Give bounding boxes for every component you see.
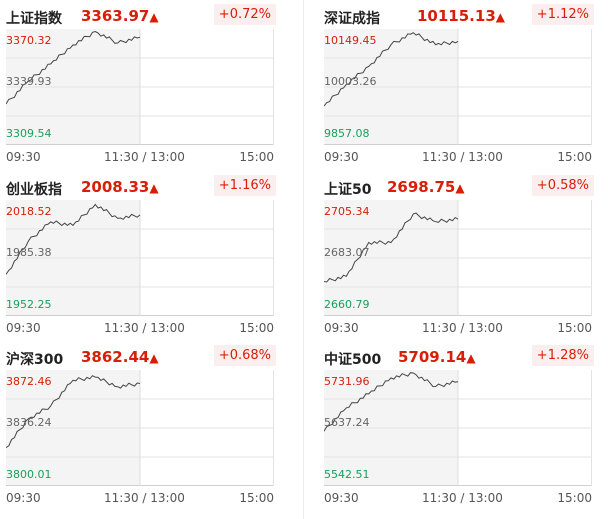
intraday-chart — [6, 370, 274, 486]
y-label-low: 2660.79 — [324, 298, 370, 311]
x-axis-tick: 11:30 / 13:00 — [104, 321, 185, 335]
x-axis-tick: 09:30 — [6, 491, 41, 505]
change-percent-badge: +0.58% — [531, 175, 594, 196]
y-label-mid: 3836.24 — [6, 416, 52, 429]
intraday-chart — [324, 200, 592, 316]
index-panel[interactable]: 创业板指 2008.33▲ +1.16% 2018.52 1985.38 1952.25 0… — [0, 171, 286, 343]
y-label-low: 3309.54 — [6, 127, 52, 140]
intraday-chart — [324, 29, 592, 145]
index-price: 3862.44▲ — [81, 348, 159, 366]
index-price: 2008.33▲ — [81, 178, 159, 196]
panel-header: 创业板指 2008.33▲ +1.16% — [0, 171, 286, 201]
x-axis-tick: 11:30 / 13:00 — [422, 150, 503, 164]
y-label-mid: 5637.24 — [324, 416, 370, 429]
intraday-chart — [6, 29, 274, 145]
chart-svg — [6, 29, 274, 145]
y-label-high: 3370.32 — [6, 34, 52, 47]
panel-header: 深证成指 10115.13▲ +1.12% — [318, 0, 604, 30]
column-divider — [303, 0, 304, 519]
y-label-mid: 2683.07 — [324, 246, 370, 259]
x-axis-tick: 15:00 — [557, 491, 592, 505]
index-name: 中证500 — [324, 352, 382, 368]
up-arrow-icon: ▲ — [455, 181, 465, 195]
x-axis-tick: 15:00 — [239, 150, 274, 164]
y-label-high: 3872.46 — [6, 375, 52, 388]
x-axis-tick: 15:00 — [239, 321, 274, 335]
x-axis-tick: 09:30 — [324, 150, 359, 164]
panel-header: 上证指数 3363.97▲ +0.72% — [0, 0, 286, 30]
up-arrow-icon: ▲ — [466, 351, 476, 365]
change-percent-badge: +1.12% — [531, 4, 594, 25]
change-percent-badge: +0.68% — [213, 345, 276, 366]
change-percent-badge: +0.72% — [213, 4, 276, 25]
panel-header: 沪深300 3862.44▲ +0.68% — [0, 341, 286, 371]
x-axis-tick: 15:00 — [239, 491, 274, 505]
index-panel[interactable]: 深证成指 10115.13▲ +1.12% 10149.45 10003.26 9857.… — [318, 0, 604, 172]
chart-svg — [6, 200, 274, 316]
x-axis-tick: 09:30 — [324, 321, 359, 335]
index-price: 3363.97▲ — [81, 7, 159, 25]
y-label-low: 5542.51 — [324, 468, 370, 481]
y-label-low: 9857.08 — [324, 127, 370, 140]
y-label-high: 2018.52 — [6, 205, 52, 218]
index-name: 深证成指 — [324, 11, 380, 27]
price-value: 3363.97 — [81, 7, 150, 25]
y-label-low: 1952.25 — [6, 298, 52, 311]
chart-svg — [324, 29, 592, 145]
price-value: 3862.44 — [81, 348, 150, 366]
price-line — [324, 372, 459, 432]
x-axis-tick: 15:00 — [557, 150, 592, 164]
price-line — [6, 30, 141, 105]
up-arrow-icon: ▲ — [149, 181, 159, 195]
price-value: 10115.13 — [417, 7, 496, 25]
up-arrow-icon: ▲ — [495, 10, 505, 24]
y-label-mid: 1985.38 — [6, 246, 52, 259]
price-value: 2698.75 — [387, 178, 456, 196]
up-arrow-icon: ▲ — [149, 351, 159, 365]
index-name: 上证指数 — [6, 11, 62, 27]
chart-svg — [6, 370, 274, 486]
x-axis-tick: 09:30 — [324, 491, 359, 505]
intraday-chart — [6, 200, 274, 316]
index-price: 2698.75▲ — [387, 178, 465, 196]
index-panel[interactable]: 上证指数 3363.97▲ +0.72% 3370.32 3339.93 3309.54 0… — [0, 0, 286, 172]
x-axis-tick: 11:30 / 13:00 — [422, 491, 503, 505]
panel-header: 上证50 2698.75▲ +0.58% — [318, 171, 604, 201]
y-label-mid: 10003.26 — [324, 75, 377, 88]
y-label-high: 5731.96 — [324, 375, 370, 388]
price-line — [6, 375, 141, 449]
change-percent-badge: +1.16% — [213, 175, 276, 196]
change-percent-badge: +1.28% — [531, 345, 594, 366]
price-line — [6, 203, 141, 275]
index-price: 5709.14▲ — [398, 348, 476, 366]
index-panel[interactable]: 中证500 5709.14▲ +1.28% 5731.96 5637.24 5542.51… — [318, 341, 604, 513]
index-name: 上证50 — [324, 182, 372, 198]
y-label-high: 2705.34 — [324, 205, 370, 218]
y-label-low: 3800.01 — [6, 468, 52, 481]
panel-header: 中证500 5709.14▲ +1.28% — [318, 341, 604, 371]
x-axis-tick: 09:30 — [6, 321, 41, 335]
y-label-high: 10149.45 — [324, 34, 377, 47]
price-line — [324, 32, 459, 107]
index-panel[interactable]: 上证50 2698.75▲ +0.58% 2705.34 2683.07 2660.79 0… — [318, 171, 604, 343]
index-name: 创业板指 — [6, 182, 62, 198]
price-value: 2008.33 — [81, 178, 150, 196]
chart-svg — [324, 200, 592, 316]
index-price: 10115.13▲ — [417, 7, 505, 25]
intraday-chart — [324, 370, 592, 486]
price-line — [324, 212, 459, 283]
chart-svg — [324, 370, 592, 486]
x-axis-tick: 11:30 / 13:00 — [422, 321, 503, 335]
x-axis-tick: 11:30 / 13:00 — [104, 150, 185, 164]
price-value: 5709.14 — [398, 348, 467, 366]
y-label-mid: 3339.93 — [6, 75, 52, 88]
x-axis-tick: 11:30 / 13:00 — [104, 491, 185, 505]
index-panel[interactable]: 沪深300 3862.44▲ +0.68% 3872.46 3836.24 3800.01… — [0, 341, 286, 513]
index-name: 沪深300 — [6, 352, 64, 368]
x-axis-tick: 15:00 — [557, 321, 592, 335]
up-arrow-icon: ▲ — [149, 10, 159, 24]
x-axis-tick: 09:30 — [6, 150, 41, 164]
